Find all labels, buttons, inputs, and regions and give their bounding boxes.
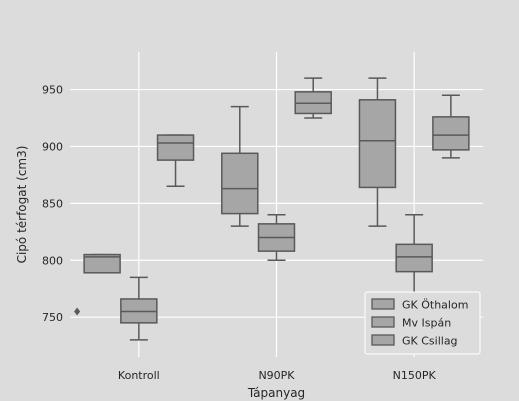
x-tick-label: N90PK [258,369,295,382]
y-tick-label: 900 [42,140,63,153]
box-2-0 [358,77,397,227]
box-0-2 [156,134,195,188]
box-1-1 [257,213,296,262]
y-tick-label: 800 [42,254,63,267]
box-iqr [395,243,433,273]
box-2-2 [432,94,470,159]
box-iqr [432,116,470,151]
box-2-1 [395,213,433,301]
box-1-0 [221,105,259,227]
x-axis-label: Tápanyag [247,386,305,400]
x-axis: Kontroll N90PK N150PK [118,369,437,382]
y-axis: 750 800 850 900 950 [42,84,63,325]
y-tick-label: 850 [42,197,63,210]
legend-label: GK Öthalom [402,299,468,312]
legend-swatch [371,298,395,310]
x-tick-label: N150PK [393,369,437,382]
box-iqr [221,152,259,215]
legend: GK Öthalom Mv Ispán GK Csillag [364,291,481,355]
legend-label: Mv Ispán [402,317,451,330]
x-tick-label: Kontroll [118,369,160,382]
y-axis-label: Cipó térfogat (cm3) [15,146,29,264]
y-tick-label: 950 [42,84,63,97]
y-tick-label: 750 [42,311,63,324]
legend-swatch [371,316,395,328]
box-1-2 [294,77,332,119]
legend-label: GK Csillag [402,335,458,348]
box-0-1 [120,276,158,341]
box-0-0 [74,253,121,316]
box-iqr [156,134,195,161]
box-series [74,77,470,341]
box-iqr [358,99,397,189]
outlier-point [74,307,81,316]
box-iqr [83,253,121,274]
legend-swatch [371,334,395,346]
